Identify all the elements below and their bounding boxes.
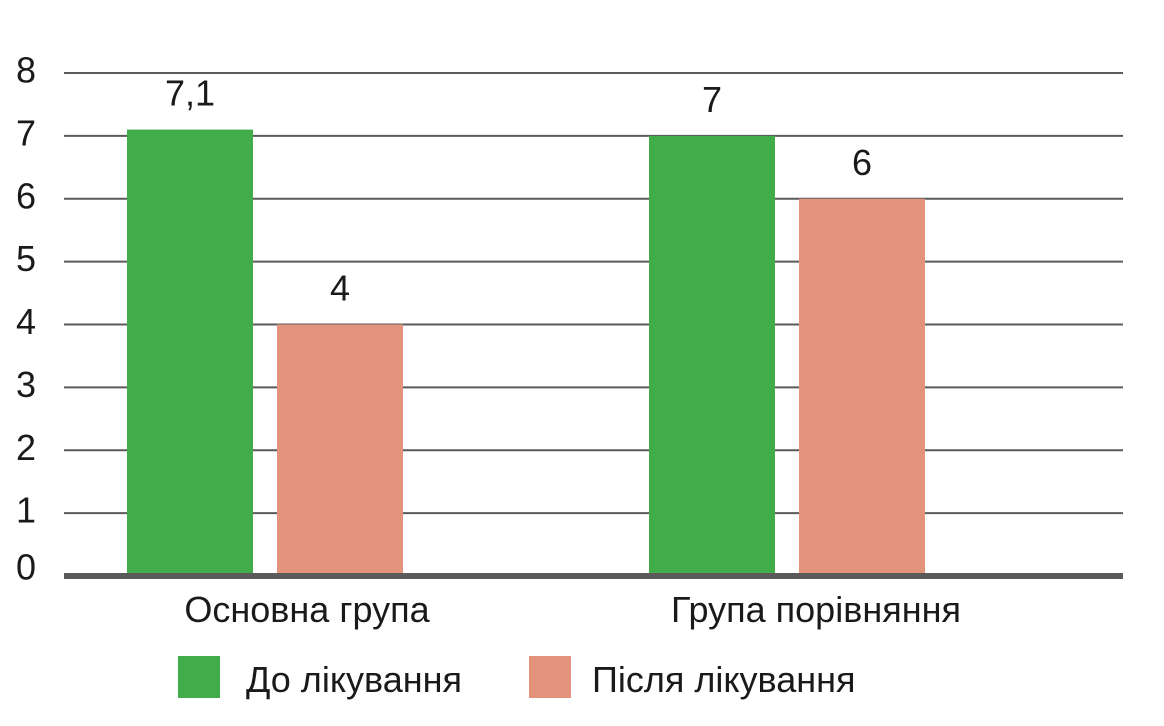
y-tick-label-6: 6 [16, 175, 36, 216]
bar-2-1 [649, 135, 775, 576]
y-tick-label-0: 0 [16, 547, 36, 588]
bars [127, 129, 925, 576]
legend: До лікування Після лікування [178, 656, 856, 700]
data-label-2-1: 7 [702, 79, 722, 120]
data-label-1-2: 4 [330, 268, 350, 309]
legend-swatch-1 [178, 656, 220, 698]
data-label-2-2: 6 [852, 142, 872, 183]
legend-swatch-2 [529, 656, 571, 698]
legend-label-1: До лікування [246, 659, 462, 700]
legend-label-2: Після лікування [592, 659, 856, 700]
bar-2-2 [799, 198, 925, 576]
y-tick-label-7: 7 [16, 112, 36, 153]
category-label-2: Група порівняння [671, 589, 961, 630]
data-labels: 7,1 4 7 6 [165, 73, 872, 309]
y-tick-label-5: 5 [16, 238, 36, 279]
y-tick-label-3: 3 [16, 364, 36, 405]
y-tick-label-2: 2 [16, 427, 36, 468]
y-tick-label-4: 4 [16, 301, 36, 342]
data-label-1-1: 7,1 [165, 73, 215, 114]
bar-1-2 [277, 324, 403, 576]
y-axis-tick-labels: 0 1 2 3 4 5 6 7 8 [16, 50, 36, 588]
category-labels: Основна група Група порівняння [184, 589, 961, 630]
category-label-1: Основна група [184, 589, 430, 630]
y-tick-label-1: 1 [16, 490, 36, 531]
y-tick-label-8: 8 [16, 50, 36, 91]
bar-1-1 [127, 129, 253, 576]
